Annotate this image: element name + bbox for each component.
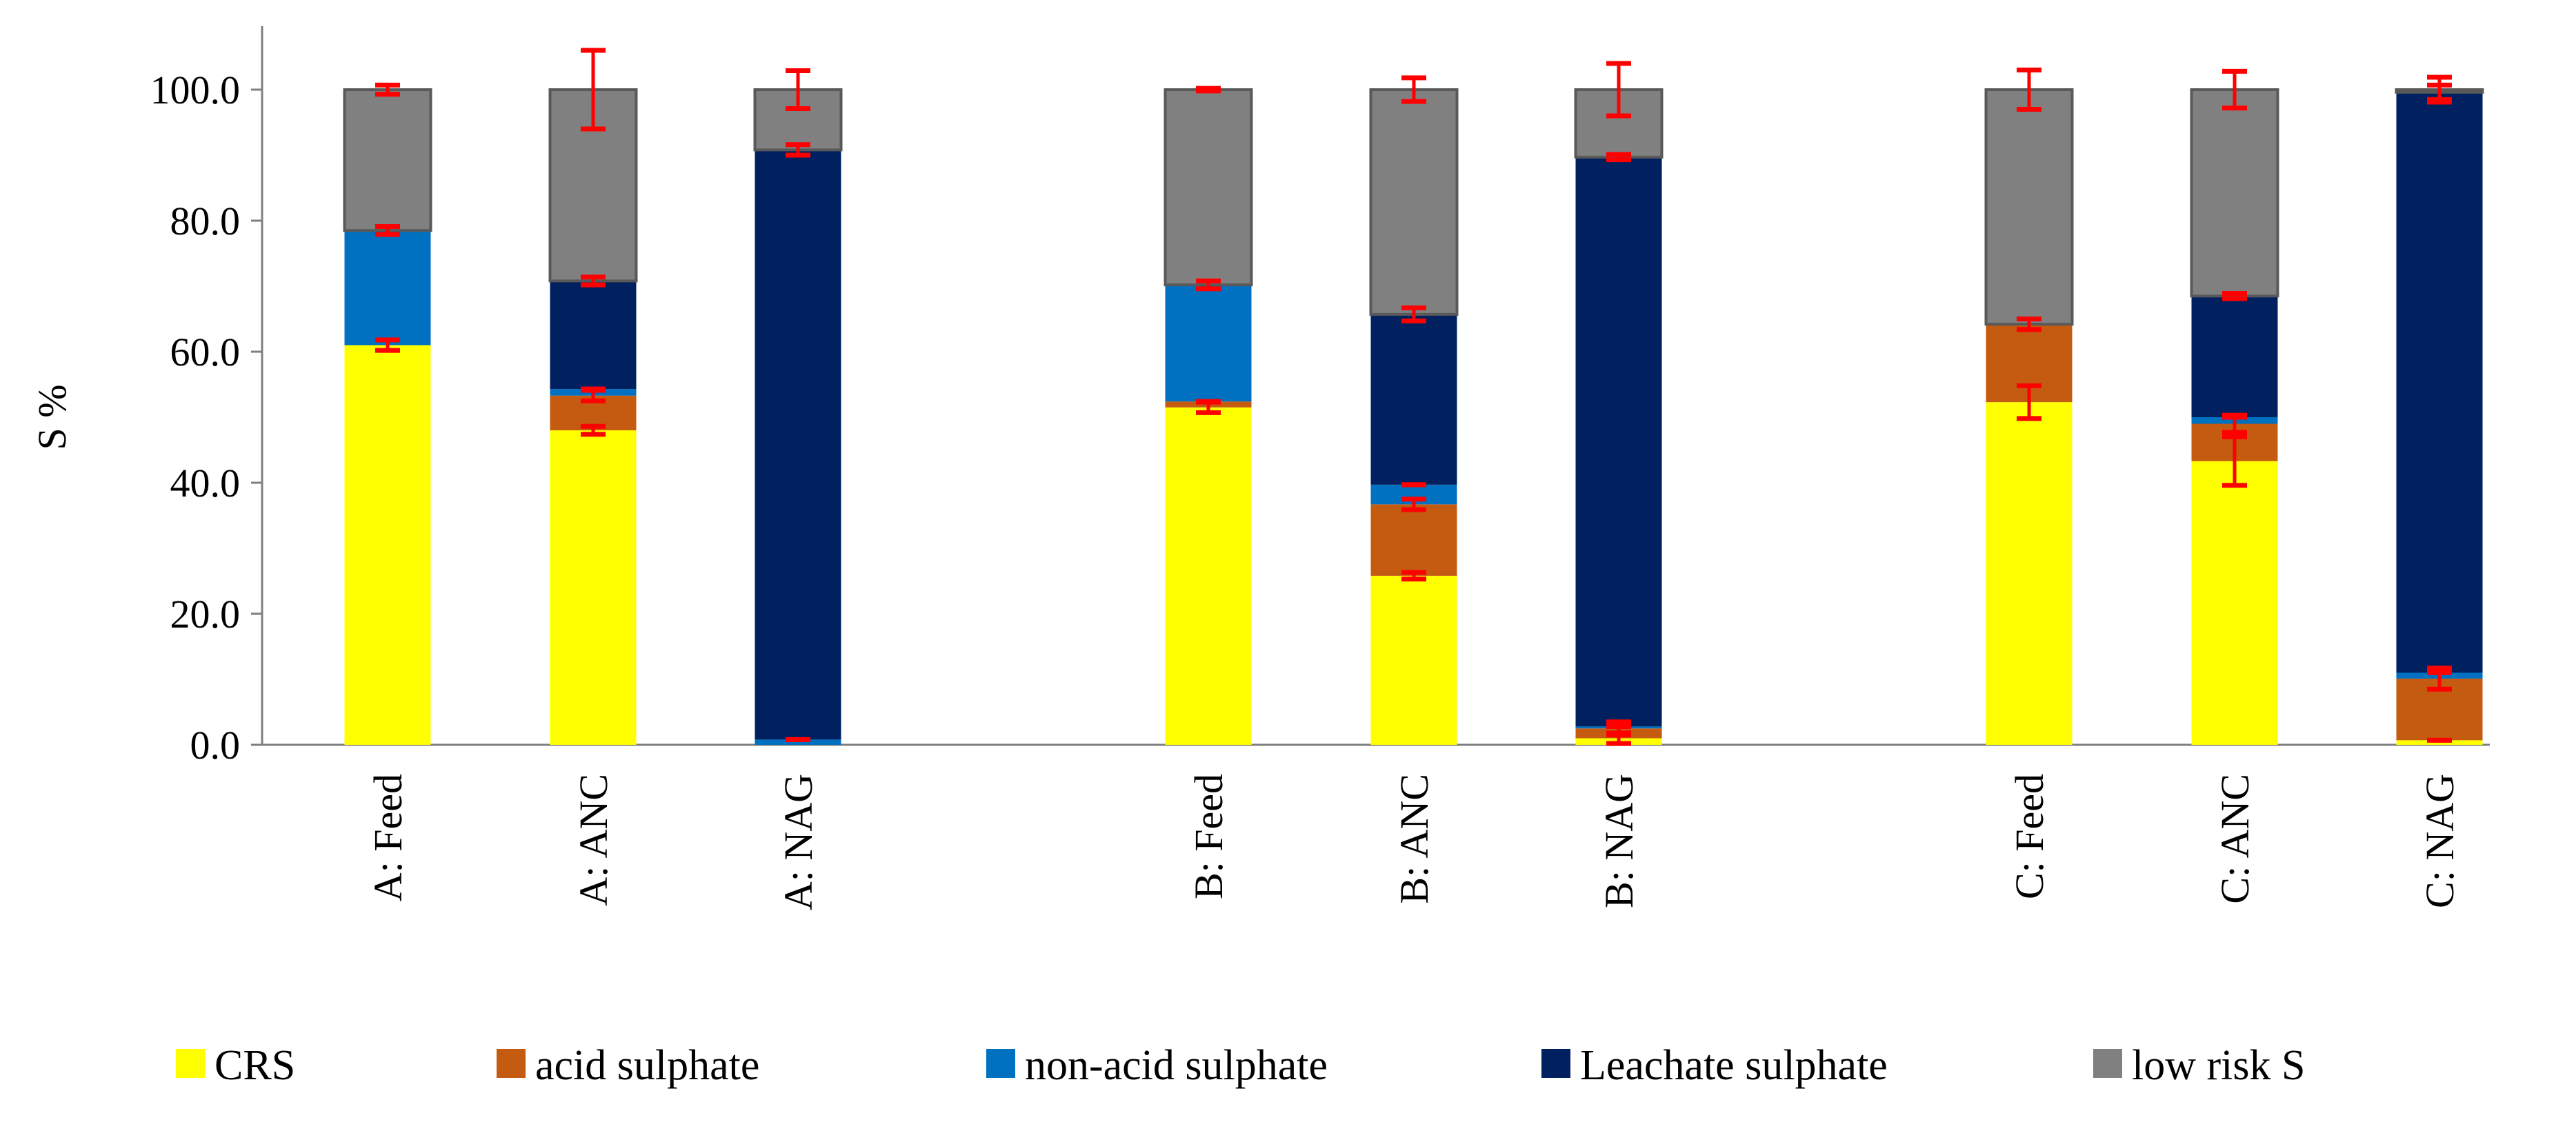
error-bars-layer <box>375 48 2452 746</box>
bar-leachate-sulphate-c-anc <box>2191 296 2278 417</box>
x-tick-label-a-nag: A: NAG <box>776 774 821 910</box>
bar-leachate-sulphate-c-nag <box>2396 92 2483 673</box>
x-tick-label-b-anc: B: ANC <box>1392 774 1437 904</box>
y-tick-label: 60.0 <box>170 330 241 374</box>
y-tick-label: 20.0 <box>170 592 241 637</box>
bars-layer <box>343 88 2484 745</box>
legend-swatch-crs <box>176 1049 205 1078</box>
legend-label-low-risk-s: low risk S <box>2132 1042 2305 1089</box>
legend-label-crs: CRS <box>214 1042 295 1089</box>
x-tick-label-b-feed: B: Feed <box>1186 774 1231 899</box>
legend-swatch-leachate-sulphate <box>1541 1049 1570 1078</box>
y-axis-title: S % <box>30 384 74 450</box>
x-tick-label-c-nag: C: NAG <box>2417 774 2462 908</box>
bar-low-risk-s-c-anc <box>2190 88 2279 298</box>
bar-non-acid-sulphate-b-feed <box>1165 285 1252 402</box>
x-tick-label-c-feed: C: Feed <box>2007 774 2052 899</box>
labels-layer: 0.0 20.0 40.0 60.0 80.0 100.0 S % A: Feed A: ANC… <box>30 68 2462 910</box>
x-tick-label-a-anc: A: ANC <box>571 774 616 906</box>
y-tick-label: 80.0 <box>170 199 241 243</box>
bar-low-risk-s-b-feed <box>1164 88 1253 287</box>
bar-acid-sulphate-b-anc <box>1370 504 1457 576</box>
bar-leachate-sulphate-b-nag <box>1575 157 1662 727</box>
bar-leachate-sulphate-a-nag <box>755 150 841 740</box>
legend: CRS acid sulphate non-acid sulphate Leachat… <box>176 1042 2305 1089</box>
y-tick-label: 100.0 <box>150 68 241 112</box>
bar-leachate-sulphate-b-anc <box>1370 314 1457 485</box>
y-tick-label: 0.0 <box>190 723 241 768</box>
bar-crs-a-feed <box>344 345 431 745</box>
legend-label-acid-sulphate: acid sulphate <box>535 1042 759 1089</box>
x-tick-label-a-feed: A: Feed <box>366 774 410 901</box>
bar-crs-c-anc <box>2191 461 2278 745</box>
legend-swatch-low-risk-s <box>2093 1049 2122 1078</box>
bar-low-risk-s-b-anc <box>1369 88 1459 316</box>
bar-non-acid-sulphate-a-nag <box>755 739 841 745</box>
bar-low-risk-s-a-feed <box>343 88 432 232</box>
bar-crs-b-feed <box>1165 407 1252 745</box>
x-tick-label-c-anc: C: ANC <box>2213 774 2257 904</box>
x-tick-label-b-nag: B: NAG <box>1597 774 1641 908</box>
bar-non-acid-sulphate-a-feed <box>344 230 431 346</box>
bar-low-risk-s-c-feed <box>1984 88 2074 326</box>
bar-crs-a-anc <box>550 430 637 745</box>
legend-label-leachate-sulphate: Leachate sulphate <box>1580 1042 1888 1089</box>
legend-swatch-acid-sulphate <box>497 1049 526 1078</box>
bar-leachate-sulphate-a-anc <box>550 281 637 390</box>
y-tick-label: 40.0 <box>170 461 241 506</box>
legend-label-non-acid-sulphate: non-acid sulphate <box>1025 1042 1328 1089</box>
bar-crs-b-anc <box>1370 575 1457 745</box>
legend-swatch-non-acid-sulphate <box>986 1049 1015 1078</box>
bar-crs-c-feed <box>1986 402 2073 745</box>
